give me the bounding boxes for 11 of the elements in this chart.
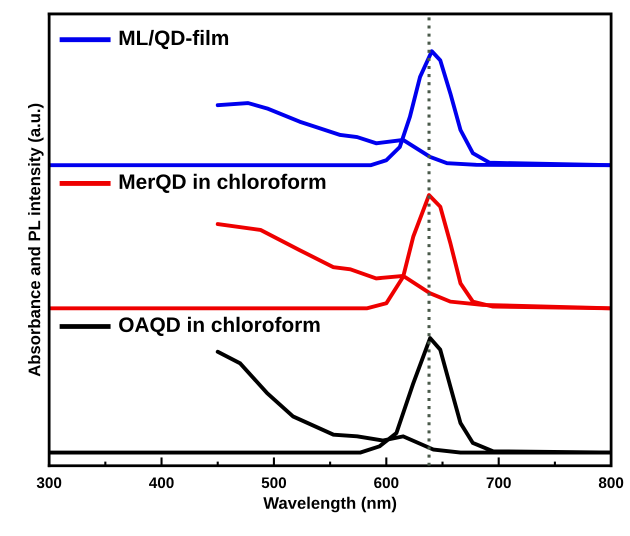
x-tick-label: 600	[374, 477, 398, 488]
legend-label: MerQD in chloroform	[120, 174, 326, 193]
x-axis-title: Wavelength (nm)	[263, 496, 396, 512]
x-tick-label: 800	[598, 477, 624, 488]
legend-label: ML/QD-film	[120, 30, 228, 50]
legend-label: OAQD in chloroform	[119, 316, 320, 336]
x-tick-label: 400	[149, 477, 174, 488]
x-tick-label: 500	[262, 477, 286, 488]
x-tick-label: 700	[486, 477, 511, 488]
x-tick-label: 300	[36, 477, 62, 488]
y-axis-title: Absorbance and PL intensity (a.u.)	[28, 104, 44, 376]
